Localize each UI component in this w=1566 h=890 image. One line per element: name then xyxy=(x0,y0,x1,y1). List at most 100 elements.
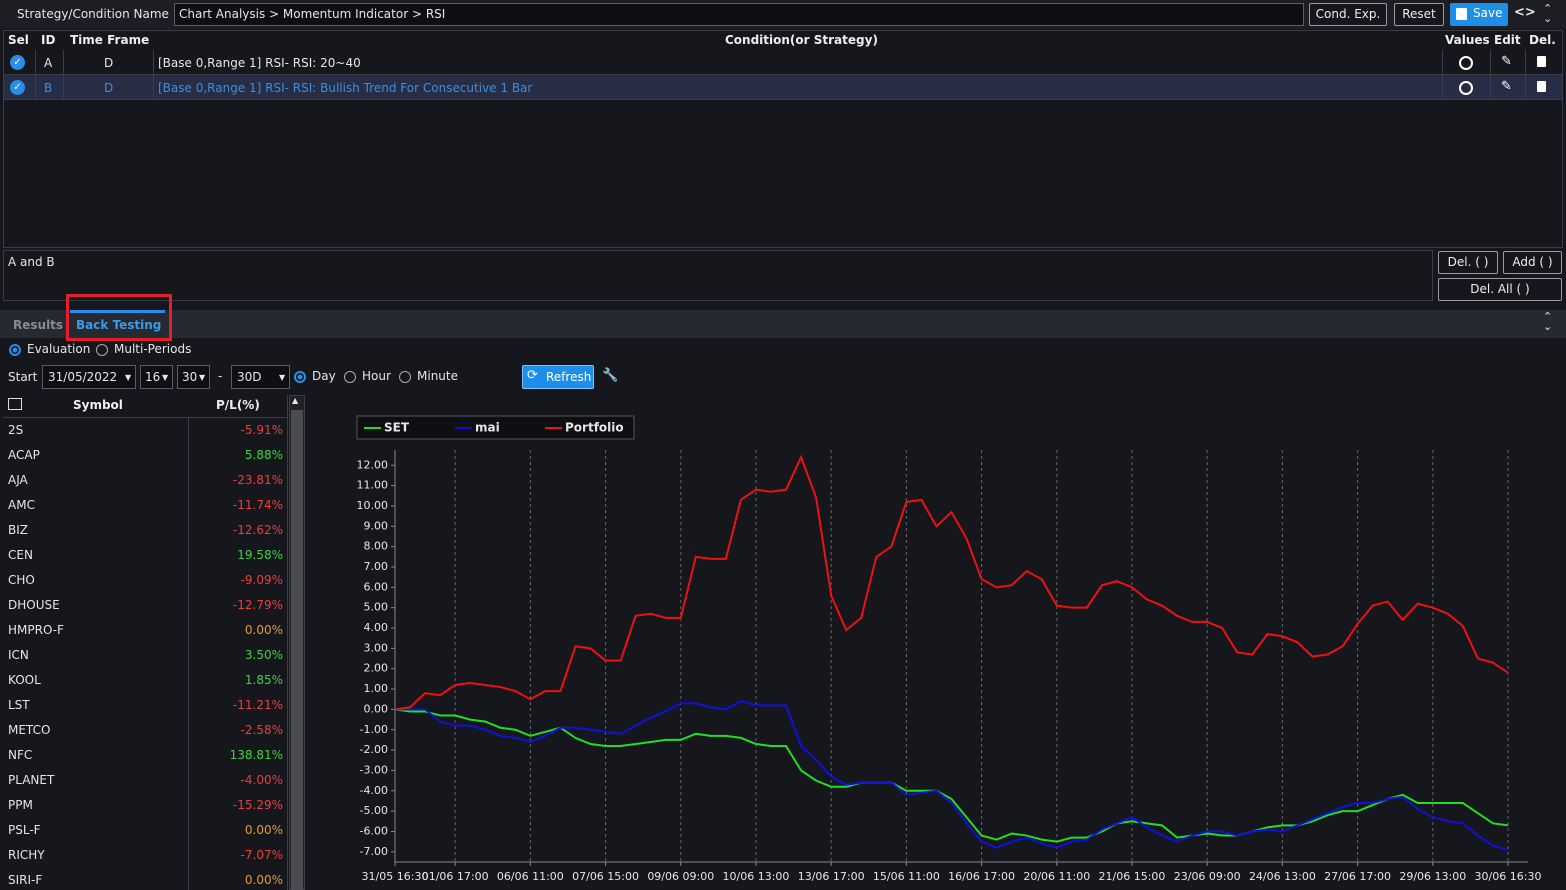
radio[interactable] xyxy=(344,371,356,383)
pl-value[interactable]: -4.00% xyxy=(241,773,283,787)
symbol[interactable]: PLANET xyxy=(8,773,54,787)
radio-label: Multi-Periods xyxy=(114,342,191,356)
expression-box[interactable]: A and B xyxy=(3,250,1433,301)
symbol[interactable]: HMPRO-F xyxy=(8,623,64,637)
pl-value[interactable]: -11.21% xyxy=(233,698,283,712)
symbol[interactable]: CEN xyxy=(8,548,33,562)
cond-exp-button[interactable]: Cond. Exp. xyxy=(1309,3,1387,26)
pl-value[interactable]: -12.62% xyxy=(233,523,283,537)
symbol[interactable]: SIRI-F xyxy=(8,873,42,887)
pl-value[interactable]: -15.29% xyxy=(233,798,283,812)
pl-value[interactable]: -23.81% xyxy=(233,473,283,487)
y-tick-label: -6.00 xyxy=(360,824,388,837)
cell-divider xyxy=(1442,50,1443,75)
pl-value[interactable]: -5.91% xyxy=(241,423,283,437)
symbol[interactable]: AMC xyxy=(8,498,35,512)
collapse-icon[interactable]: ⌃⌄ xyxy=(1543,312,1552,332)
pl-value[interactable]: 3.50% xyxy=(245,648,283,662)
condition-id: B xyxy=(44,81,52,95)
highlight-box xyxy=(66,294,172,341)
y-tick-label: -7.00 xyxy=(360,845,388,858)
col-header: Edit xyxy=(1494,33,1521,47)
symbol[interactable]: ACAP xyxy=(8,448,40,462)
del-paren-button[interactable]: Del. ( ) xyxy=(1438,251,1498,274)
y-tick-label: 7.00 xyxy=(364,560,389,573)
radio-label: Hour xyxy=(362,369,391,383)
y-tick-label: -1.00 xyxy=(360,723,388,736)
pl-value[interactable]: 0.00% xyxy=(245,873,283,887)
values-icon[interactable] xyxy=(1459,56,1473,70)
x-tick-label: 21/06 15:00 xyxy=(1099,870,1166,883)
condition-text: [Base 0,Range 1] RSI- RSI: Bullish Trend… xyxy=(158,81,532,95)
symbol[interactable]: PSL-F xyxy=(8,823,41,837)
reset-button[interactable]: Reset xyxy=(1394,3,1444,26)
pl-value[interactable]: 0.00% xyxy=(245,823,283,837)
date-input[interactable]: 31/05/2022 xyxy=(42,365,136,389)
pl-value[interactable]: 0.00% xyxy=(245,623,283,637)
x-tick-label: 09/06 09:00 xyxy=(647,870,714,883)
pl-value[interactable]: -9.09% xyxy=(241,573,283,587)
symbol[interactable]: BIZ xyxy=(8,523,28,537)
symbol[interactable]: LST xyxy=(8,698,30,712)
strategy-name[interactable]: Chart Analysis > Momentum Indicator > RS… xyxy=(174,3,1304,26)
select-check[interactable]: ✓ xyxy=(10,55,25,70)
pl-value[interactable]: 1.85% xyxy=(245,673,283,687)
pl-value[interactable]: 19.58% xyxy=(237,548,283,562)
edit-icon[interactable]: ✎ xyxy=(1501,54,1512,69)
delete-icon[interactable] xyxy=(1537,81,1546,92)
save-label: Save xyxy=(1473,6,1502,20)
symbol[interactable]: AJA xyxy=(8,473,28,487)
symbol[interactable]: KOOL xyxy=(8,673,41,687)
radio[interactable] xyxy=(294,371,306,383)
col-header: Del. xyxy=(1529,33,1556,47)
pl-value[interactable]: -12.79% xyxy=(233,598,283,612)
cell-divider xyxy=(1490,75,1491,100)
radio-label: Evaluation xyxy=(27,342,90,356)
symbol[interactable]: 2S xyxy=(8,423,23,437)
radio[interactable] xyxy=(96,344,108,356)
settings-icon[interactable]: 🔧 xyxy=(602,368,618,383)
symbol[interactable]: PPM xyxy=(8,798,33,812)
symbol[interactable]: DHOUSE xyxy=(8,598,60,612)
legend-label: SET xyxy=(384,421,410,435)
symbol[interactable]: METCO xyxy=(8,723,50,737)
radio[interactable] xyxy=(399,371,411,383)
export-icon[interactable] xyxy=(8,398,22,410)
x-tick-label: 10/06 13:00 xyxy=(723,870,790,883)
cell-divider xyxy=(63,75,64,100)
x-tick-label: 24/06 13:00 xyxy=(1249,870,1316,883)
series-line xyxy=(395,701,1508,850)
add-paren-button[interactable]: Add ( ) xyxy=(1503,251,1562,274)
results-tab[interactable]: Results xyxy=(13,318,63,332)
cell-divider xyxy=(1490,50,1491,75)
values-icon[interactable] xyxy=(1459,81,1473,95)
symbol[interactable]: CHO xyxy=(8,573,35,587)
x-tick-label: 15/06 11:00 xyxy=(873,870,940,883)
scroll-arrow[interactable]: ▲ xyxy=(292,396,298,405)
cell-divider xyxy=(63,50,64,75)
del-all-button[interactable]: Del. All ( ) xyxy=(1438,278,1562,301)
pl-value[interactable]: 138.81% xyxy=(230,748,283,762)
y-tick-label: 1.00 xyxy=(364,682,389,695)
radio-label: Day xyxy=(312,369,336,383)
col-header: P/L(%) xyxy=(216,398,260,412)
legend-label: mai xyxy=(475,421,500,435)
radio[interactable] xyxy=(9,344,21,356)
symbol[interactable]: NFC xyxy=(8,748,32,762)
collapse-icon[interactable]: ⌃⌄ xyxy=(1543,4,1552,24)
edit-icon[interactable]: ✎ xyxy=(1501,79,1512,94)
dropdown-arrow: ▼ xyxy=(125,373,131,382)
y-tick-label: 2.00 xyxy=(364,662,389,675)
pl-value[interactable]: -7.07% xyxy=(241,848,283,862)
delete-icon[interactable] xyxy=(1537,56,1546,67)
select-check[interactable]: ✓ xyxy=(10,80,25,95)
x-tick-label: 30/06 16:30 xyxy=(1475,870,1542,883)
series-line xyxy=(395,709,1508,841)
pl-value[interactable]: 5.88% xyxy=(245,448,283,462)
expand-icon[interactable]: <> xyxy=(1514,5,1536,20)
pl-value[interactable]: -11.74% xyxy=(233,498,283,512)
cell-divider xyxy=(1525,75,1526,100)
symbol[interactable]: RICHY xyxy=(8,848,45,862)
pl-value[interactable]: -2.58% xyxy=(241,723,283,737)
symbol[interactable]: ICN xyxy=(8,648,29,662)
